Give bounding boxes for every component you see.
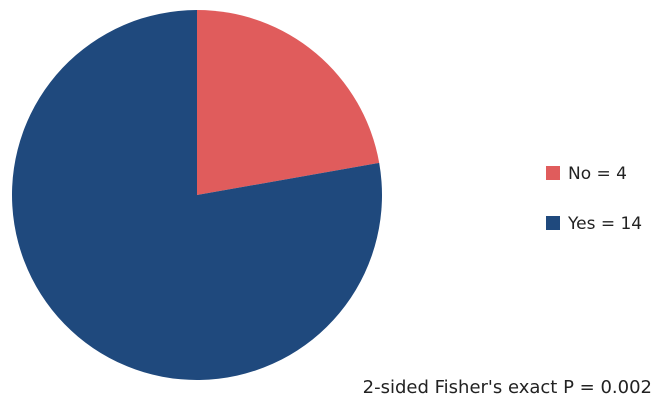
legend: No = 4 Yes = 14 — [546, 164, 642, 234]
legend-swatch-yes — [546, 216, 560, 230]
p-value-annotation: 2-sided Fisher's exact P = 0.002 — [363, 377, 652, 398]
pie-slice-no — [197, 10, 380, 195]
legend-label-no: No = 4 — [568, 164, 627, 184]
pie-slices — [11, 10, 382, 381]
legend-swatch-no — [546, 166, 560, 180]
pie-slice-yes — [11, 10, 382, 381]
legend-label-yes: Yes = 14 — [567, 214, 642, 234]
